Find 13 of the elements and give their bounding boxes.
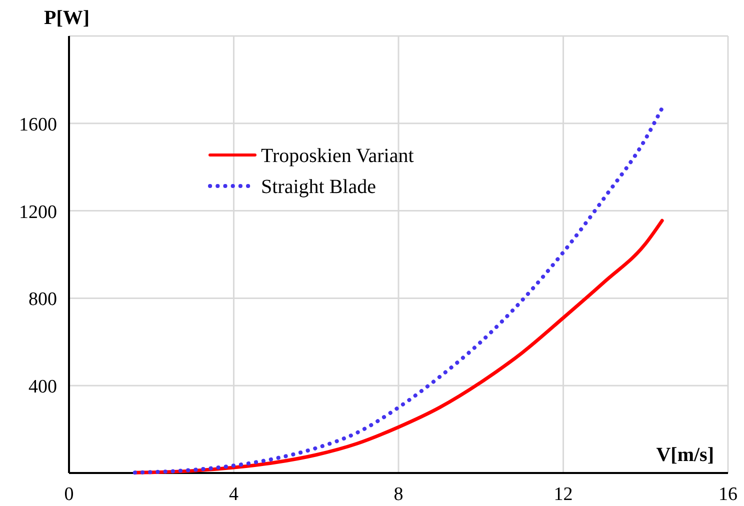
- x-tick-label: 4: [229, 484, 239, 505]
- y-tick-label: 800: [28, 289, 57, 310]
- y-tick-label: 400: [28, 376, 57, 398]
- y-axis-title: P[W]: [44, 7, 90, 29]
- x-axis-title: V[m/s]: [656, 444, 714, 466]
- x-tick-label: 8: [394, 484, 404, 505]
- x-tick-label: 16: [718, 484, 738, 505]
- x-tick-label: 12: [554, 484, 573, 505]
- x-tick-label: 0: [64, 484, 74, 505]
- legend-label: Straight Blade: [261, 176, 376, 198]
- legend-label: Troposkien Variant: [261, 145, 414, 167]
- y-tick-label: 1600: [19, 114, 57, 136]
- y-tick-label: 1200: [19, 202, 57, 223]
